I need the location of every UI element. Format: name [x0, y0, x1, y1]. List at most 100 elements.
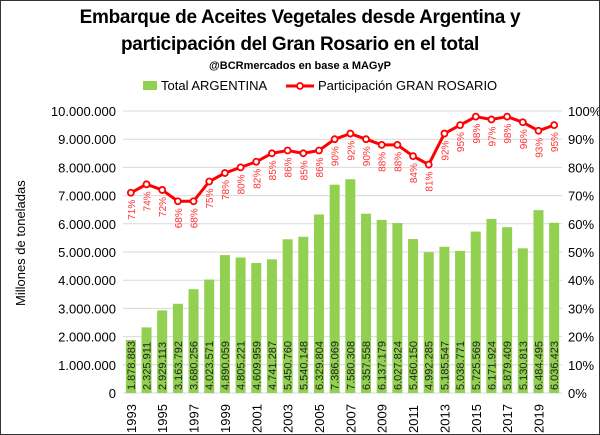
bar-value-label: 6.027.824: [392, 341, 404, 390]
line-value-label: 85%: [299, 160, 310, 180]
left-tick-label: 5.000.000: [58, 245, 116, 260]
line-point: [424, 160, 433, 169]
bar: [251, 262, 262, 393]
bar-value-label: 6.137.179: [377, 341, 389, 390]
bar: [141, 327, 152, 393]
line-value-label: 98%: [503, 124, 514, 144]
bar-value-label: 4.741.287: [267, 341, 279, 390]
line-point: [126, 188, 135, 197]
line-point: [534, 126, 543, 135]
line-value-label: 68%: [174, 208, 185, 228]
bar-value-label: 5.450.760: [283, 341, 295, 390]
bar-value-label: 3.680.256: [189, 341, 201, 390]
line-point: [503, 112, 512, 121]
line-value-label: 81%: [425, 171, 436, 191]
line-point: [189, 197, 198, 206]
x-tick-label: 2009: [375, 404, 390, 433]
x-tick-label: 1999: [218, 404, 233, 433]
line-point: [550, 121, 559, 129]
bar-value-label: 6.484.495: [533, 341, 545, 390]
x-tick-label: 1993: [124, 404, 139, 433]
line-value-label: 95%: [456, 132, 467, 152]
bar-value-label: 4.023.571: [204, 341, 216, 390]
x-tick-label: 2019: [531, 404, 546, 433]
y-axis-title: Millones de toneladas: [13, 180, 28, 306]
x-tick-label: 1995: [155, 404, 170, 433]
line-value-label: 84%: [409, 163, 420, 183]
line-value-label: 88%: [378, 152, 389, 172]
right-tick-label: 10%: [568, 358, 594, 373]
bar: [502, 227, 513, 393]
legend-bar-swatch: [143, 81, 157, 90]
bar-value-label: 6.329.804: [314, 341, 326, 390]
line-value-label: 75%: [205, 188, 216, 208]
bar-value-label: 5.038.771: [455, 341, 467, 390]
line-value-label: 93%: [534, 138, 545, 158]
bar: [329, 184, 340, 393]
chart-subtitle: @BCRmercados en base a MAGyP: [209, 60, 391, 72]
right-tick-label: 20%: [568, 330, 594, 345]
line-point: [471, 112, 480, 121]
x-tick-label: 1997: [187, 404, 202, 433]
right-tick-label: 80%: [568, 160, 594, 175]
x-tick-label: 2017: [500, 404, 515, 433]
x-tick-label: 2003: [281, 404, 296, 433]
bar-value-label: 3.163.792: [173, 341, 185, 390]
line-point: [456, 121, 464, 129]
left-tick-label: 9.000.000: [58, 132, 116, 147]
bar-value-label: 2.929.113: [157, 342, 169, 390]
bar: [188, 289, 199, 393]
line-point: [330, 135, 339, 144]
line-point: [315, 146, 323, 155]
bar-value-label: 7.386.069: [330, 341, 342, 390]
bar: [408, 239, 419, 393]
bar-value-label: 4.609.959: [251, 341, 263, 390]
line-point: [362, 135, 370, 144]
left-tick-label: 4.000.000: [58, 273, 116, 288]
line-value-label: 82%: [252, 169, 263, 189]
line-value-label: 95%: [550, 132, 561, 152]
line-point: [221, 169, 229, 177]
bar: [125, 340, 136, 393]
left-tick-label: 7.000.000: [58, 189, 116, 204]
line-point: [142, 180, 151, 189]
line-value-label: 86%: [284, 157, 295, 177]
line-point: [487, 115, 496, 124]
chart-title-line2: participación del Gran Rosario en el tot…: [121, 34, 479, 55]
bar-value-label: 5.185.547: [439, 341, 451, 390]
left-tick-label: 10.000.000: [51, 104, 116, 119]
left-tick-label: 6.000.000: [58, 217, 116, 232]
bar: [439, 246, 450, 393]
line-point: [205, 177, 214, 186]
right-tick-label: 100%: [568, 104, 599, 119]
bar-value-label: 7.580.308: [345, 341, 357, 390]
line-value-label: 68%: [190, 208, 201, 228]
line-point: [393, 140, 402, 149]
line-value-label: 85%: [268, 160, 279, 180]
x-tick-label: 2011: [406, 405, 421, 433]
bar: [235, 257, 246, 393]
x-tick-label: 2015: [469, 404, 484, 433]
right-tick-label: 30%: [568, 301, 594, 316]
bar-value-label: 5.460.150: [408, 341, 420, 390]
bar: [392, 223, 403, 393]
x-tick-label: 2013: [437, 404, 452, 433]
bar-value-label: 6.036.423: [549, 341, 561, 390]
bar: [376, 219, 387, 393]
x-tick-label: 2005: [312, 404, 327, 433]
line-value-label: 98%: [472, 124, 483, 144]
bar: [204, 279, 215, 393]
left-tick-label: 1.000.000: [58, 358, 116, 373]
bar-value-label: 6.357.558: [361, 341, 373, 390]
chart-title-line1: Embarque de Aceites Vegetales desde Arge…: [79, 7, 521, 28]
line-value-label: 80%: [237, 174, 248, 194]
legend-line-marker: [296, 82, 304, 90]
bar: [313, 214, 324, 393]
bar: [219, 255, 230, 393]
line-point: [377, 140, 386, 149]
right-tick-label: 60%: [568, 217, 594, 232]
line-value-label: 74%: [143, 191, 154, 211]
line-point: [158, 186, 167, 194]
